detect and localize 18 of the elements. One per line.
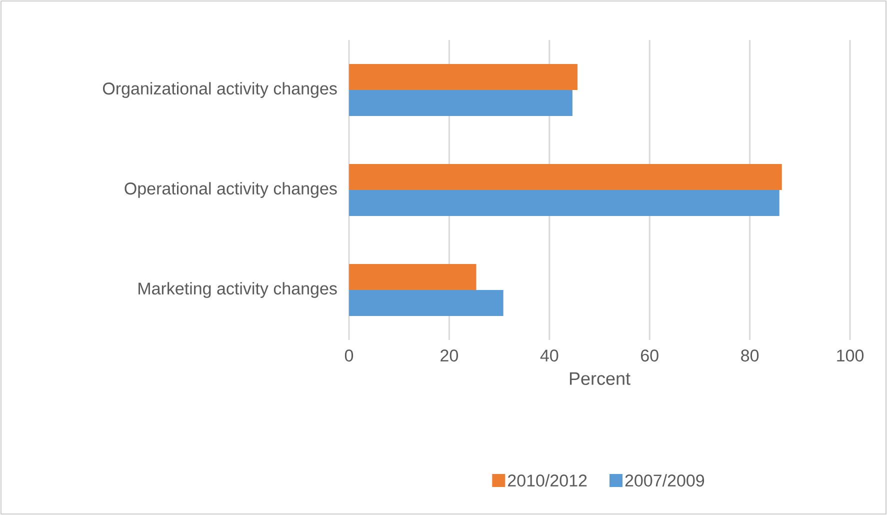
x-tick-label: 40	[540, 350, 558, 362]
bar	[349, 190, 780, 216]
bar	[349, 290, 504, 316]
y-tick-label: Marketing activity changes	[138, 282, 337, 298]
x-tick-label: 20	[440, 350, 458, 362]
y-tick-label: Operational activity changes	[124, 182, 337, 198]
legend-label: 2010/2012	[508, 474, 587, 487]
bar	[349, 64, 578, 90]
x-tick-label: 60	[641, 350, 658, 362]
bar	[349, 164, 782, 190]
x-tick-label: 100	[837, 350, 864, 362]
y-tick-label: Organizational activity changes	[102, 82, 337, 98]
bar	[349, 90, 572, 116]
bar	[349, 264, 476, 290]
x-axis-title: Percent	[570, 372, 630, 385]
x-tick-label: 80	[741, 350, 759, 362]
legend-label: 2007/2009	[625, 474, 704, 487]
x-tick-label: 0	[344, 350, 354, 362]
